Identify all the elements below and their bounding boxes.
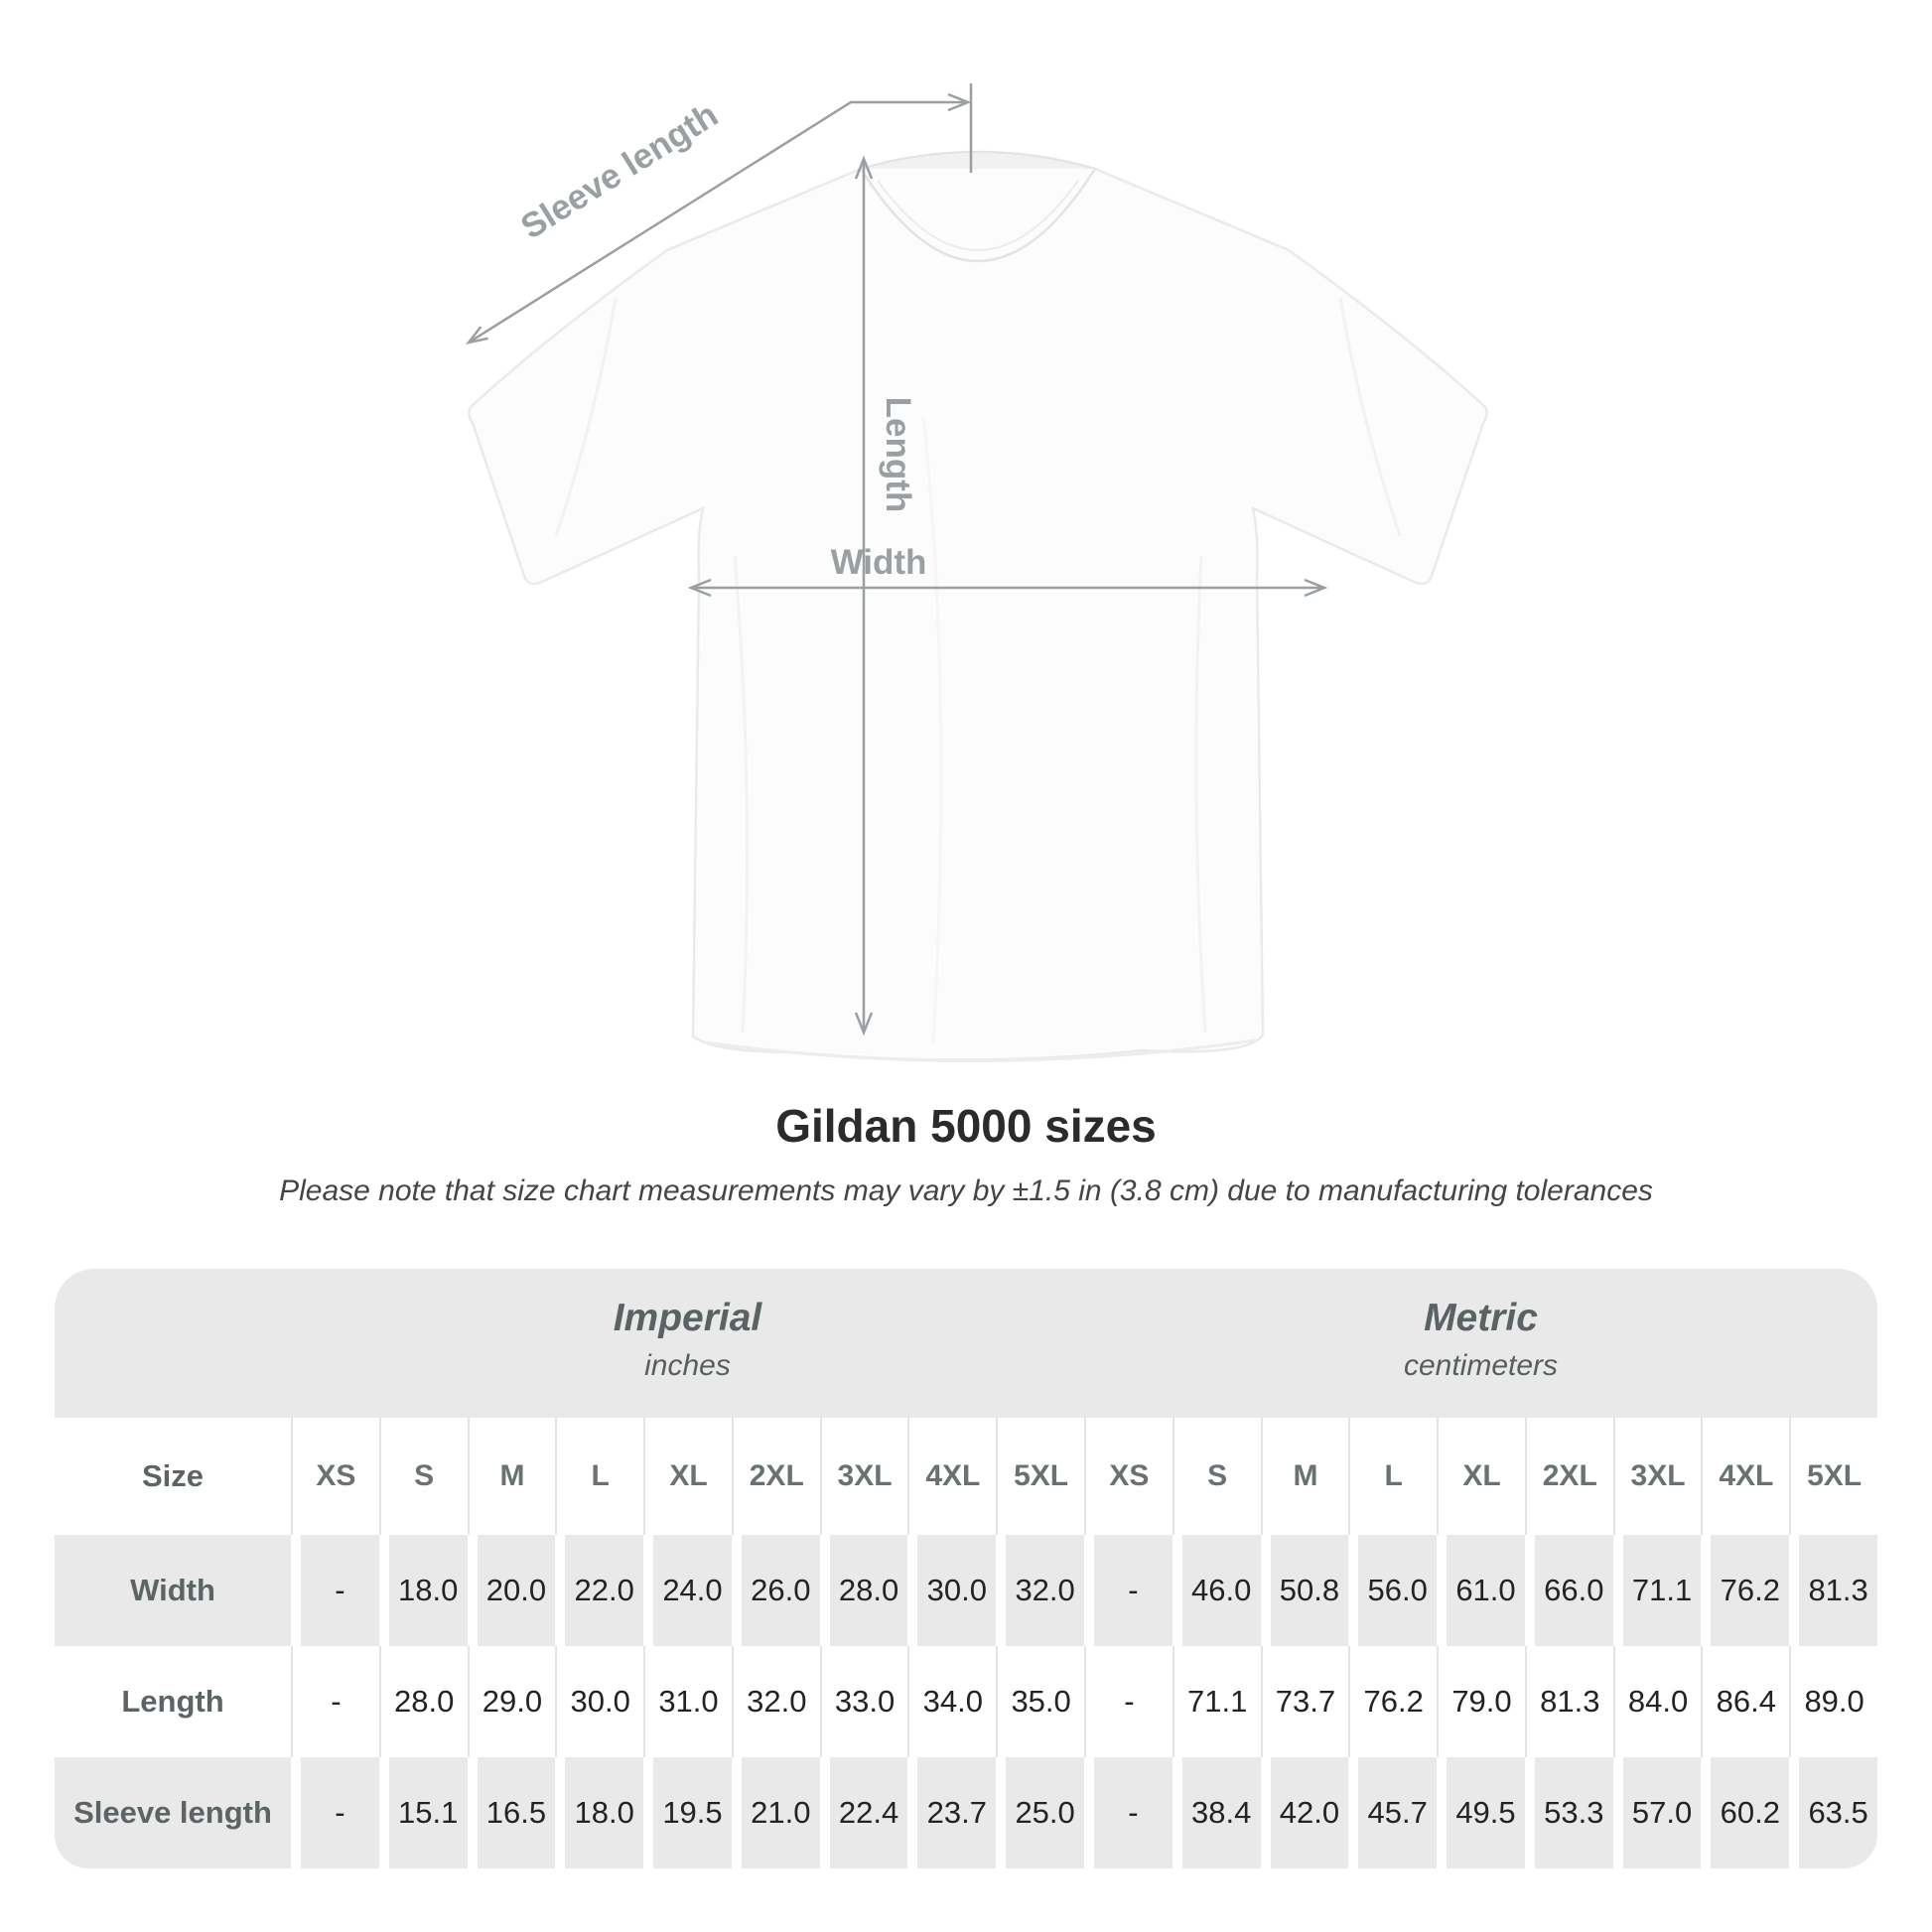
value-cell: 33.0 xyxy=(819,1646,908,1757)
value-cell: 22.4 xyxy=(819,1757,908,1868)
size-header-cell: XS xyxy=(291,1418,379,1535)
value-cell: 29.0 xyxy=(467,1646,556,1757)
tolerance-note: Please note that size chart measurements… xyxy=(279,1174,1653,1207)
length-label: Length xyxy=(879,397,917,513)
value-cell: 15.1 xyxy=(378,1757,468,1868)
length-arrow xyxy=(854,155,874,1036)
value-cell: 53.3 xyxy=(1524,1757,1613,1868)
value-cell: 81.3 xyxy=(1789,1535,1877,1646)
value-cell: 50.8 xyxy=(1260,1535,1349,1646)
size-header-cell: 2XL xyxy=(1524,1418,1613,1535)
value-cell: 24.0 xyxy=(643,1535,732,1646)
unit-band-spacer xyxy=(55,1269,291,1418)
value-cell: 19.5 xyxy=(643,1757,732,1868)
unit-group-unit: centimeters xyxy=(1403,1348,1559,1382)
value-cell: 71.1 xyxy=(1612,1535,1702,1646)
size-header-cell: 5XL xyxy=(1789,1418,1877,1535)
width-arrow xyxy=(687,578,1328,598)
row-label: Length xyxy=(55,1646,291,1757)
unit-group-name: Metric xyxy=(1424,1296,1538,1339)
value-cell: - xyxy=(1084,1646,1173,1757)
size-header-cell: XL xyxy=(1437,1418,1525,1535)
value-cell: 31.0 xyxy=(643,1646,732,1757)
value-cell: 23.7 xyxy=(907,1757,997,1868)
value-cell: 86.4 xyxy=(1701,1646,1790,1757)
unit-group-header: Imperial inches xyxy=(291,1269,1084,1418)
value-cell: 61.0 xyxy=(1437,1535,1525,1646)
page-title: Gildan 5000 sizes xyxy=(775,1100,1157,1152)
value-cell: 84.0 xyxy=(1612,1646,1702,1757)
value-cell: 76.2 xyxy=(1348,1646,1438,1757)
value-cell: 28.0 xyxy=(819,1535,908,1646)
value-cell: 42.0 xyxy=(1260,1757,1349,1868)
value-cell: 76.2 xyxy=(1701,1535,1790,1646)
width-label: Width xyxy=(831,543,927,582)
size-header-cell: 2XL xyxy=(731,1418,820,1535)
size-header-cell: L xyxy=(555,1418,644,1535)
value-cell: 22.0 xyxy=(555,1535,644,1646)
size-header-cell: M xyxy=(1260,1418,1349,1535)
value-cell: 30.0 xyxy=(907,1535,997,1646)
value-cell: 66.0 xyxy=(1524,1535,1613,1646)
value-cell: 81.3 xyxy=(1524,1646,1613,1757)
value-cell: 57.0 xyxy=(1612,1757,1702,1868)
value-cell: 28.0 xyxy=(378,1646,468,1757)
value-cell: 34.0 xyxy=(907,1646,997,1757)
size-header-cell: M xyxy=(467,1418,556,1535)
size-header-cell: 3XL xyxy=(1612,1418,1702,1535)
value-cell: 56.0 xyxy=(1348,1535,1438,1646)
row-label: Width xyxy=(55,1535,291,1646)
value-cell: - xyxy=(291,1646,379,1757)
value-cell: 79.0 xyxy=(1437,1646,1525,1757)
value-cell: 46.0 xyxy=(1172,1535,1261,1646)
size-header-cell: S xyxy=(1172,1418,1261,1535)
value-cell: 63.5 xyxy=(1789,1757,1877,1868)
sleeve-length-label: Sleeve length xyxy=(514,95,725,247)
value-cell: 21.0 xyxy=(731,1757,820,1868)
tshirt-graphic xyxy=(468,150,1488,1062)
value-cell: 20.0 xyxy=(467,1535,556,1646)
unit-group-unit: inches xyxy=(644,1348,731,1382)
value-cell: 18.0 xyxy=(378,1535,468,1646)
unit-group-header: Metric centimeters xyxy=(1084,1269,1877,1418)
value-cell: 30.0 xyxy=(555,1646,644,1757)
value-cell: 45.7 xyxy=(1348,1757,1438,1868)
value-cell: 38.4 xyxy=(1172,1757,1261,1868)
size-header-cell: XL xyxy=(643,1418,732,1535)
size-header-cell: XS xyxy=(1084,1418,1173,1535)
sleeve-length-arrow xyxy=(465,83,973,345)
value-cell: 25.0 xyxy=(996,1757,1084,1868)
size-header-cell: S xyxy=(378,1418,468,1535)
value-cell: 49.5 xyxy=(1437,1757,1525,1868)
value-cell: - xyxy=(1084,1535,1173,1646)
value-cell: 32.0 xyxy=(731,1646,820,1757)
value-cell: 16.5 xyxy=(467,1757,556,1868)
value-cell: - xyxy=(291,1535,379,1646)
value-cell: - xyxy=(1084,1757,1173,1868)
size-header-cell: 4XL xyxy=(1701,1418,1790,1535)
size-header-cell: 4XL xyxy=(907,1418,997,1535)
value-cell: 35.0 xyxy=(996,1646,1084,1757)
row-label: Sleeve length xyxy=(55,1757,291,1868)
value-cell: 18.0 xyxy=(555,1757,644,1868)
tshirt-diagram: Sleeve length Length Width xyxy=(465,83,1488,1062)
unit-group-name: Imperial xyxy=(613,1296,762,1339)
value-cell: 73.7 xyxy=(1260,1646,1349,1757)
value-cell: - xyxy=(291,1757,379,1868)
value-cell: 89.0 xyxy=(1789,1646,1877,1757)
size-header-cell: 5XL xyxy=(996,1418,1084,1535)
value-cell: 26.0 xyxy=(731,1535,820,1646)
size-chart-table: Imperial inches Metric centimeters Size XS S M L… xyxy=(55,1269,1877,1868)
value-cell: 71.1 xyxy=(1172,1646,1261,1757)
value-cell: 32.0 xyxy=(996,1535,1084,1646)
size-header-cell: 3XL xyxy=(819,1418,908,1535)
size-header-cell: L xyxy=(1348,1418,1438,1535)
value-cell: 60.2 xyxy=(1701,1757,1790,1868)
size-column-header: Size xyxy=(55,1418,291,1535)
